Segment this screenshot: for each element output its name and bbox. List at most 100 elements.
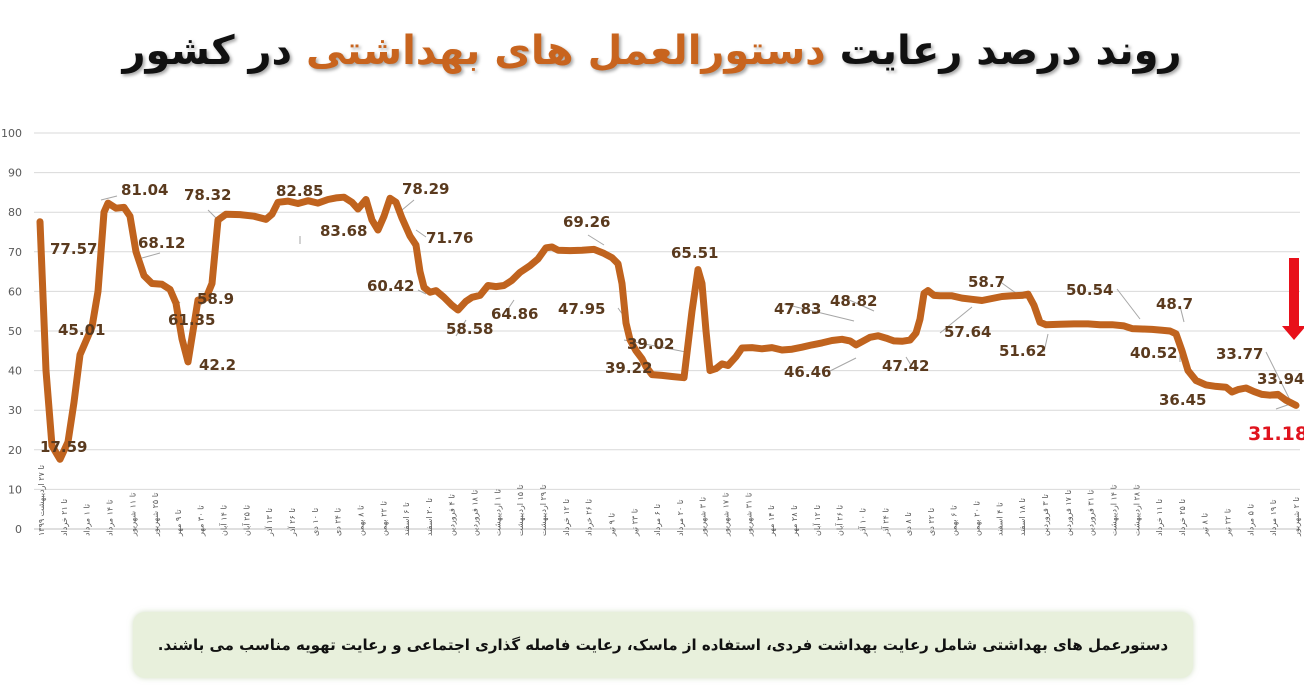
x-tick-label: تا ۱۰ دی bbox=[311, 508, 320, 536]
x-tick-label: تا ۳۱ فروردین bbox=[1087, 490, 1096, 536]
y-tick-label: 30 bbox=[8, 404, 22, 417]
title-part-3: در کشور bbox=[122, 28, 306, 74]
x-tick-label: تا ۲۳ تیر bbox=[630, 509, 639, 537]
data-label: 58.7 bbox=[968, 273, 1005, 291]
data-label: 60.42 bbox=[367, 277, 414, 295]
x-tick-label: تا ۲۸ مهر bbox=[790, 505, 799, 537]
x-tick-label: تا ۲۲ تیر bbox=[1224, 509, 1233, 537]
chart-title: روند درصد رعایت دستورالعمل های بهداشتی د… bbox=[0, 28, 1304, 74]
series-line bbox=[36, 193, 1300, 463]
x-tick-label: تا ۲۶ آذر bbox=[287, 508, 297, 537]
data-label: 83.68 bbox=[320, 222, 367, 240]
y-tick-label: 90 bbox=[8, 167, 22, 180]
x-tick-label: تا ۱۴ مهر bbox=[767, 505, 776, 537]
data-label: 61.35 bbox=[168, 311, 215, 329]
x-tick-label: تا ۱۰ آذر bbox=[857, 508, 867, 537]
note-box: دستورعمل های بهداشتی شامل رعایت بهداشت ف… bbox=[133, 612, 1193, 678]
x-tick-label: تا ۳ شهریور bbox=[699, 497, 708, 537]
x-tick-label: تا ۱ مرداد bbox=[83, 504, 92, 536]
x-tick-label: تا ۲۰ مرداد bbox=[676, 500, 685, 536]
gridlines bbox=[34, 132, 1300, 530]
x-tick-label: تا ۲۲ دی bbox=[927, 508, 936, 536]
x-tick-label: تا ۲۶ خرداد bbox=[585, 499, 594, 536]
data-label: 40.52 bbox=[1130, 344, 1177, 362]
x-tick-label: تا ۶ مرداد bbox=[653, 504, 662, 536]
data-label: 51.62 bbox=[999, 342, 1046, 360]
x-tick-label: تا ۶ بهمن bbox=[950, 505, 959, 536]
x-tick-label: تا ۱ اردیبهشت bbox=[493, 489, 502, 536]
x-tick-label: تا ۲۵ شهریور bbox=[151, 493, 160, 537]
x-tick-label: تا ۱۴ مرداد bbox=[105, 500, 114, 536]
data-label: 57.64 bbox=[944, 323, 991, 341]
y-tick-label: 70 bbox=[8, 246, 22, 259]
x-tick-label: تا ۲۰ اسفند bbox=[425, 498, 434, 536]
data-label: 58.58 bbox=[446, 320, 493, 338]
data-label: 82.85 bbox=[276, 182, 323, 200]
x-tick-label: تا ۱۲ خرداد bbox=[562, 499, 571, 536]
data-label: 69.26 bbox=[563, 213, 610, 231]
data-label: 39.22 bbox=[605, 359, 652, 377]
x-tick-label: تا ۸ دی bbox=[904, 512, 913, 536]
data-label: 78.29 bbox=[402, 180, 449, 198]
x-tick-label: تا ۹ تیر bbox=[607, 513, 616, 537]
title-part-2-highlight: دستورالعمل های بهداشتی bbox=[305, 28, 827, 74]
data-label: 81.04 bbox=[121, 181, 168, 199]
x-tick-label: تا ۱۵ اردیبهشت bbox=[516, 485, 525, 536]
data-label: 58.9 bbox=[197, 290, 234, 308]
x-tick-label: تا ۳ فروردین bbox=[1041, 494, 1050, 536]
data-label: 33.77 bbox=[1216, 345, 1263, 363]
x-tick-label: تا ۵ مرداد bbox=[1246, 504, 1255, 536]
x-tick-label: تا ۲۰ بهمن bbox=[973, 501, 982, 536]
data-label: 48.82 bbox=[830, 292, 877, 310]
y-tick-label: 100 bbox=[1, 127, 22, 140]
x-tick-label: تا ۶ اسفند bbox=[402, 502, 411, 536]
data-label: 64.86 bbox=[491, 305, 538, 323]
x-tick-label: تا ۳۱ شهریور bbox=[744, 493, 753, 537]
x-tick-label: تا ۲۸ اردیبهشت bbox=[1132, 485, 1141, 536]
y-tick-label: 20 bbox=[8, 444, 22, 457]
x-tick-label: تا ۸ بهمن bbox=[356, 505, 365, 536]
x-tick-label: تا ۱۷ فروردین bbox=[1064, 490, 1073, 536]
data-label: 78.32 bbox=[184, 186, 231, 204]
title-part-1: روند درصد رعایت bbox=[825, 28, 1183, 74]
x-tick-label: تا ۱۳ آذر bbox=[264, 508, 274, 537]
data-label: 36.45 bbox=[1159, 391, 1206, 409]
data-label: 65.51 bbox=[671, 244, 718, 262]
data-label: 47.83 bbox=[774, 300, 821, 318]
x-tick-label: تا ۳۰ مهر bbox=[197, 505, 206, 537]
data-label: 77.57 bbox=[50, 240, 97, 258]
down-arrow-icon bbox=[1282, 258, 1304, 340]
data-label: 50.54 bbox=[1066, 281, 1113, 299]
x-tick-label: تا ۴ فروردین bbox=[448, 494, 457, 536]
x-tick-label: تا ۲۵ خرداد bbox=[1178, 499, 1187, 536]
line-chart: 0 10 20 30 40 50 60 70 80 90 100 تا ۲۷ اردیبهشت ۱۳… bbox=[1, 127, 1304, 537]
x-tick-label: تا ۸ تیر bbox=[1201, 513, 1210, 537]
x-tick-label: تا ۲۵ آبان bbox=[241, 505, 251, 536]
leader-lines bbox=[100, 195, 1297, 410]
y-tick-label: 40 bbox=[8, 365, 22, 378]
y-tick-label: 60 bbox=[8, 285, 22, 298]
data-label: 17.59 bbox=[40, 438, 87, 456]
x-tick-label: تا ۲ شهریور bbox=[1292, 497, 1301, 537]
x-tick-label: تا ۱۷ شهریور bbox=[722, 493, 731, 537]
x-tick-label: تا ۲۱ خرداد bbox=[60, 499, 69, 536]
data-label: 45.01 bbox=[58, 321, 105, 339]
x-tick-label: تا ۱۱ شهریور bbox=[128, 493, 137, 537]
data-labels: 77.57 17.59 45.01 81.04 68.12 61.35 42.2 58.9 78… bbox=[40, 180, 1304, 456]
y-tick-label: 80 bbox=[8, 206, 22, 219]
y-axis-ticks: 0 10 20 30 40 50 60 70 80 90 100 bbox=[1, 127, 22, 536]
x-tick-label: تا ۲۴ آذر bbox=[880, 508, 890, 537]
data-label: 42.2 bbox=[199, 356, 236, 374]
x-tick-label: تا ۱۱ خرداد bbox=[1155, 499, 1164, 536]
y-tick-label: 50 bbox=[8, 325, 22, 338]
x-tick-label: تا ۹ مهر bbox=[174, 510, 183, 537]
data-label: 68.12 bbox=[138, 234, 185, 252]
x-tick-label: تا ۱۴ اردیبهشت bbox=[1109, 485, 1118, 536]
x-tick-label: تا ۱۸ اسفند bbox=[1018, 498, 1027, 536]
note-text: دستورعمل های بهداشتی شامل رعایت بهداشت ف… bbox=[157, 636, 1169, 654]
x-tick-label: تا ۲۶ آبان bbox=[835, 505, 845, 536]
x-tick-label: تا ۱۸ فروردین bbox=[471, 490, 480, 536]
data-label: 33.94 bbox=[1257, 370, 1304, 388]
x-tick-label: تا ۱۴ آبان bbox=[219, 505, 229, 536]
y-tick-label: 10 bbox=[8, 483, 22, 496]
